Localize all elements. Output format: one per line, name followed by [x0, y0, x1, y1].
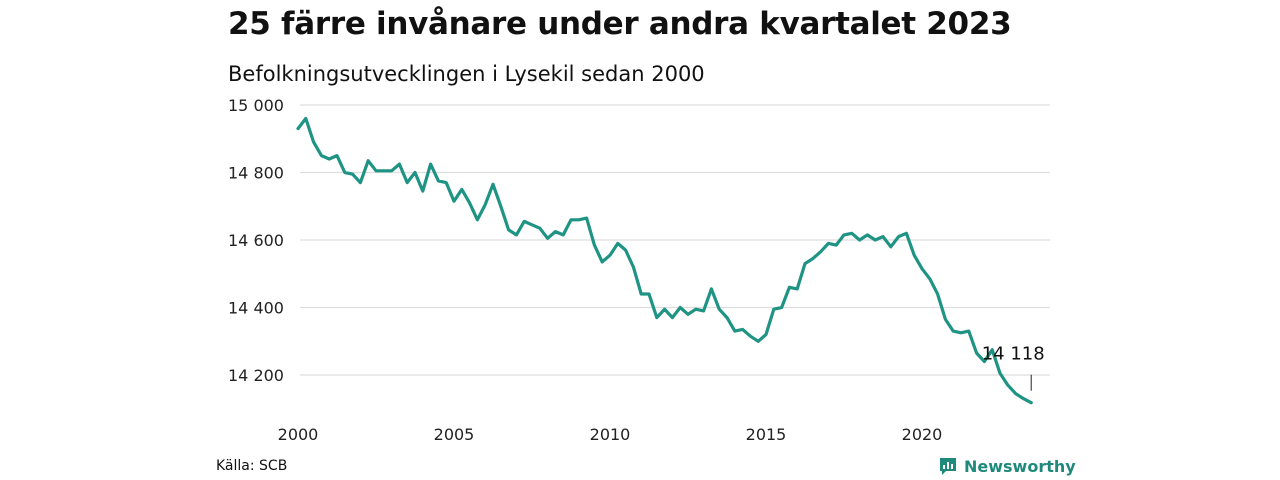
- x-tick-label: 2020: [902, 425, 943, 444]
- y-tick-label: 14 600: [228, 231, 284, 250]
- newsworthy-brand: Newsworthy: [938, 456, 1076, 476]
- x-tick-label: 2015: [746, 425, 787, 444]
- y-tick-label: 15 000: [228, 96, 284, 115]
- source-note: Källa: SCB: [216, 458, 288, 474]
- x-tick-label: 2005: [434, 425, 475, 444]
- chart-subtitle: Befolkningsutvecklingen i Lysekil sedan …: [228, 62, 705, 86]
- grid-lines: [300, 104, 1050, 376]
- newsworthy-logo-icon: [940, 458, 956, 475]
- chart-title: 25 färre invånare under andra kvartalet …: [228, 6, 1012, 42]
- y-tick-label: 14 200: [228, 366, 284, 385]
- y-tick-label: 14 800: [228, 164, 284, 183]
- y-tick-label: 14 400: [228, 299, 284, 318]
- x-tick-label: 2000: [278, 425, 319, 444]
- x-tick-label: 2010: [590, 425, 631, 444]
- population-series-line: [296, 116, 1033, 405]
- last-value-label: 14 118: [982, 344, 1045, 365]
- x-axis-tick-labels: 2000 2005 2010 2015 2020: [278, 425, 943, 444]
- y-axis-tick-labels: 14 200 14 400 14 600 14 800 15 000: [228, 96, 284, 385]
- brand-name: Newsworthy: [964, 456, 1076, 476]
